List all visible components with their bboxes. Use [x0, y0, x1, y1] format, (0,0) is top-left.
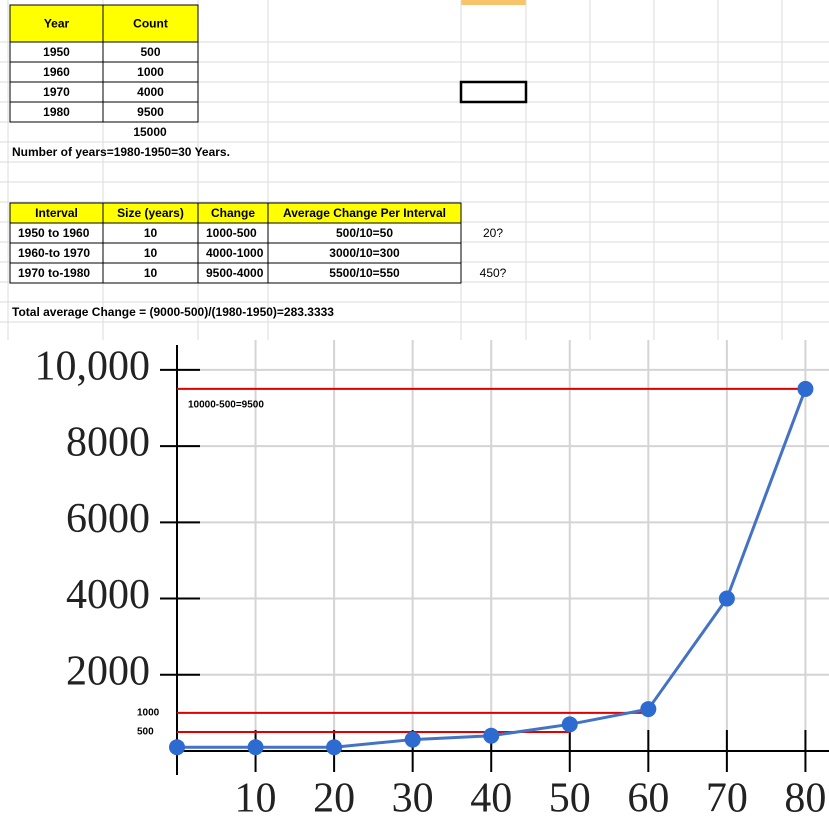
data-point: [326, 739, 343, 756]
cell-text: 5500/10=550: [329, 266, 400, 280]
cell-text: 3000/10=300: [329, 246, 400, 260]
reference-label: 10000-500=9500: [188, 400, 264, 411]
data-point: [483, 727, 500, 744]
cell-text: 10: [144, 266, 158, 280]
cell-text: 9500-4000: [206, 266, 264, 280]
data-point: [404, 731, 421, 748]
x-tick-label: 80: [784, 776, 826, 822]
cell-text: Number of years=1980-1950=30 Years.: [12, 145, 230, 159]
cell-text: Change: [211, 206, 255, 220]
cell-text: 500: [140, 45, 160, 59]
cell-text: Size (years): [117, 206, 184, 220]
x-tick-label: 10: [235, 776, 277, 822]
cell: [102, 101, 199, 123]
cell-text: 1000: [137, 65, 164, 79]
data-point: [797, 380, 814, 397]
cell-text: 1970 to-1980: [18, 266, 90, 280]
column-header-highlight: [461, 0, 526, 5]
note: 20?: [483, 226, 503, 240]
y-tick-label: 8000: [66, 420, 150, 466]
data-point: [247, 739, 264, 756]
cell-text: 4000: [137, 85, 164, 99]
cell-text: 1960: [43, 65, 70, 79]
cell-text: Count: [133, 17, 168, 31]
header-cell: [9, 4, 104, 43]
cell-text: 1970: [43, 85, 70, 99]
cell-text: 1980: [43, 105, 70, 119]
cell: [267, 262, 462, 284]
y-tick-label: 10,000: [35, 344, 151, 390]
y-tick-label: 6000: [66, 496, 150, 542]
cell-text: Average Change Per Interval: [283, 206, 446, 220]
x-tick-label: 40: [470, 776, 512, 822]
cell-text: 1000-500: [206, 226, 257, 240]
reference-label: 500: [137, 727, 154, 738]
data-point: [561, 716, 578, 733]
cell-text: 4000-1000: [206, 246, 264, 260]
cell-text: 1950: [43, 45, 70, 59]
cell-text: Total average Change = (9000-500)/(1980-…: [12, 305, 334, 319]
x-tick-label: 70: [706, 776, 748, 822]
cell-text: 15000: [133, 125, 167, 139]
cell-text: 500/10=50: [336, 226, 393, 240]
data-point: [718, 590, 735, 607]
cell-text: 10: [144, 246, 158, 260]
cell-text: 1950 to 1960: [18, 226, 90, 240]
x-tick-label: 20: [313, 776, 355, 822]
y-tick-label: 2000: [66, 648, 150, 694]
data-point: [169, 739, 185, 756]
selected-cell: [459, 80, 528, 104]
cell-text: 1960-to 1970: [18, 246, 90, 260]
x-tick-label: 50: [549, 776, 591, 822]
cell-text: 9500: [137, 105, 164, 119]
x-tick-label: 30: [392, 776, 434, 822]
y-tick-label: 4000: [66, 572, 150, 618]
cell-text: Year: [44, 17, 70, 31]
reference-label: 1000: [137, 708, 160, 719]
x-tick-label: 60: [627, 776, 669, 822]
note: 450?: [480, 266, 507, 280]
cell-text: 10: [144, 226, 158, 240]
cell-text: Interval: [35, 206, 78, 220]
data-point: [640, 701, 657, 718]
